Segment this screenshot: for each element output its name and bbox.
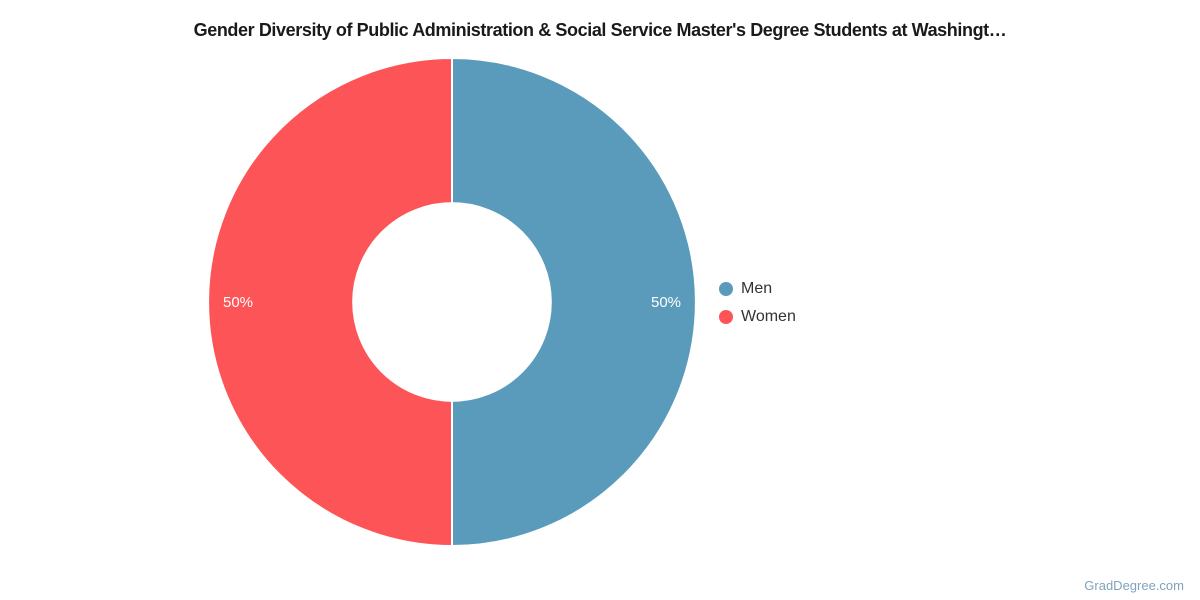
- legend-label-men: Men: [741, 280, 773, 297]
- watermark-link[interactable]: GradDegree.com: [1084, 578, 1184, 593]
- chart-title: Gender Diversity of Public Administratio…: [193, 20, 1007, 40]
- slice-men[interactable]: [451, 56, 697, 548]
- legend-item-women[interactable]: Women: [719, 303, 796, 331]
- slice-women[interactable]: [207, 56, 453, 548]
- legend-marker-women-icon: [719, 310, 733, 324]
- legend: Men Women: [719, 275, 796, 331]
- slice-label-men: 50%: [651, 294, 681, 311]
- slice-label-women: 50%: [223, 294, 253, 311]
- legend-item-men[interactable]: Men: [719, 275, 796, 303]
- legend-marker-men-icon: [719, 282, 733, 296]
- legend-label-women: Women: [741, 308, 796, 325]
